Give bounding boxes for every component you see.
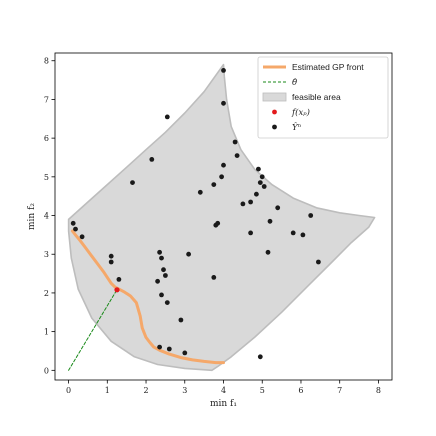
series-lines-layer bbox=[68, 229, 225, 371]
x-tick-label: 0 bbox=[66, 386, 71, 395]
observed-point bbox=[221, 162, 226, 168]
observed-point bbox=[164, 114, 170, 120]
legend-box bbox=[257, 56, 389, 139]
y-tick-label: 1 bbox=[44, 328, 49, 337]
observed-point bbox=[116, 277, 122, 282]
legend-label: f(xₚ) bbox=[291, 107, 310, 118]
x-tick-label: 7 bbox=[337, 386, 342, 395]
y-tick-label: 6 bbox=[44, 134, 49, 143]
observed-point bbox=[211, 275, 217, 280]
legend-label: Ŷⁿ bbox=[292, 121, 302, 133]
legend-label: Estimated GP front bbox=[292, 62, 364, 72]
observed-point bbox=[308, 213, 314, 218]
feasible-area-layer bbox=[67, 63, 376, 372]
observed-point bbox=[240, 201, 246, 207]
observed-point bbox=[290, 230, 296, 236]
observed-point bbox=[248, 199, 254, 205]
legend-swatch-dot bbox=[272, 124, 277, 130]
gp-front-line bbox=[70, 229, 225, 365]
observed-point bbox=[248, 230, 254, 236]
observed-point bbox=[182, 350, 188, 356]
observed-point bbox=[197, 189, 203, 195]
x-tick-label: 6 bbox=[298, 386, 303, 395]
observed-point bbox=[157, 249, 163, 255]
x-tick-label: 1 bbox=[105, 386, 110, 395]
observed-point bbox=[232, 139, 238, 145]
legend-label: θ̂ bbox=[292, 77, 297, 88]
observed-point bbox=[108, 253, 114, 259]
y-tick-label: 8 bbox=[44, 57, 49, 66]
observed-point bbox=[256, 166, 261, 172]
x-tick-label: 4 bbox=[221, 386, 226, 395]
y-tick-label: 0 bbox=[44, 366, 49, 375]
observed-point bbox=[155, 278, 161, 284]
y-tick-label: 2 bbox=[44, 289, 49, 298]
x-tick-label: 2 bbox=[143, 386, 148, 395]
legend-label: feasible area bbox=[292, 92, 341, 102]
observed-point bbox=[157, 344, 163, 350]
observed-point bbox=[221, 100, 226, 106]
observed-point bbox=[79, 234, 85, 240]
x-tick-label: 3 bbox=[182, 386, 187, 395]
legend: Estimated GP front θ̂ feasible area f(xₚ) Ŷⁿ bbox=[257, 56, 389, 139]
y-tick-label: 7 bbox=[44, 95, 49, 104]
observed-point bbox=[161, 267, 166, 273]
observed-point bbox=[234, 153, 240, 159]
scatter-points-layer bbox=[70, 68, 321, 360]
y-tick-label: 5 bbox=[44, 173, 49, 182]
observed-point bbox=[166, 346, 172, 352]
observed-point bbox=[300, 232, 306, 238]
observed-point bbox=[259, 174, 265, 180]
feasible-area bbox=[67, 63, 376, 372]
observed-point bbox=[164, 300, 170, 305]
observed-point bbox=[265, 249, 271, 255]
y-tick-label: 4 bbox=[44, 212, 49, 221]
observed-point bbox=[163, 273, 168, 278]
observed-point bbox=[159, 292, 164, 298]
observed-point bbox=[267, 218, 273, 224]
observed-point bbox=[130, 180, 135, 186]
fxp-point bbox=[114, 287, 120, 293]
observed-point bbox=[261, 184, 267, 189]
observed-point bbox=[70, 220, 76, 226]
x-axis-label: min f₁ bbox=[210, 399, 237, 409]
observed-point bbox=[254, 191, 259, 197]
observed-point bbox=[221, 68, 226, 73]
observed-point bbox=[149, 157, 155, 162]
x-tick-label: 5 bbox=[260, 386, 265, 395]
observed-point bbox=[159, 255, 164, 261]
observed-point bbox=[178, 317, 184, 323]
observed-point bbox=[316, 259, 321, 265]
observed-point bbox=[186, 251, 192, 257]
observed-point bbox=[73, 226, 78, 232]
legend-swatch-dot bbox=[272, 109, 277, 115]
observed-point bbox=[211, 182, 217, 188]
observed-point bbox=[108, 259, 114, 265]
y-tick-label: 3 bbox=[44, 250, 49, 259]
y-axis-label: min f₂ bbox=[27, 203, 37, 230]
theta-hat-line bbox=[68, 287, 119, 371]
observed-point bbox=[275, 205, 281, 211]
observed-point bbox=[215, 220, 221, 226]
observed-point bbox=[257, 180, 263, 186]
observed-point bbox=[257, 354, 263, 360]
x-tick-label: 8 bbox=[376, 386, 381, 395]
legend-swatch-patch bbox=[262, 92, 287, 102]
observed-point bbox=[219, 174, 225, 180]
axis-ticks-layer: 0 1 2 3 4 5 6 7 8 0 1 2 3 4 5 6 7 8 bbox=[44, 57, 381, 395]
